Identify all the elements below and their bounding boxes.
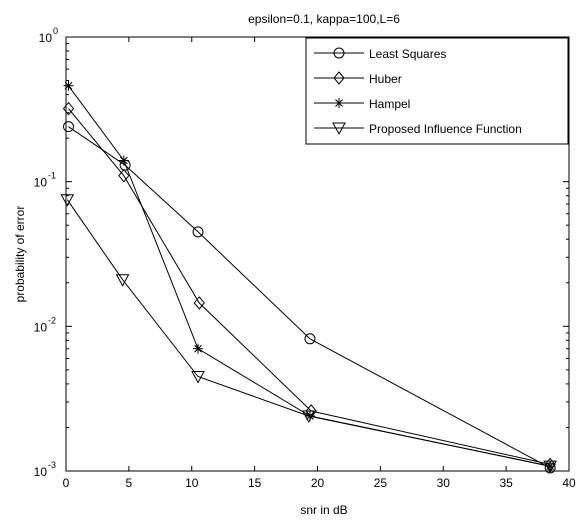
data-point-diamond [193, 296, 205, 310]
x-axis-label: snr in dB [300, 503, 347, 517]
y-tick-exponent: -3 [48, 460, 56, 470]
y-tick-exponent: 0 [53, 26, 58, 36]
series-line-circle [68, 126, 551, 469]
legend-item: Hampel [314, 97, 410, 111]
y-tick-label: 10 -2 [34, 315, 56, 334]
legend-label: Huber [369, 72, 402, 86]
data-point-triangle-down [60, 194, 75, 207]
x-tick-label: 10 [185, 476, 199, 490]
x-tick-label: 0 [63, 476, 70, 490]
legend-marker-triangle-down [332, 122, 346, 136]
y-tick-label: 10 0 [39, 26, 58, 45]
legend-label: Proposed Influence Function [369, 122, 522, 136]
data-point-triangle-down [115, 274, 130, 287]
legend: Least Squares Huber Hampel Proposed Influen… [305, 37, 569, 145]
y-tick-exponent: -1 [48, 171, 56, 181]
data-point-star [63, 80, 74, 91]
x-tick-label: 20 [311, 476, 325, 490]
y-axis-label: probability of error [13, 206, 27, 303]
legend-label: Least Squares [369, 47, 446, 61]
x-tick-label: 35 [499, 476, 513, 490]
x-tick-label: 25 [374, 476, 388, 490]
data-point-star [545, 461, 556, 472]
data-point-triangle-down [191, 371, 205, 384]
y-tick-base: 10 [34, 465, 48, 479]
data-point-diamond [62, 101, 75, 116]
legend-marker-diamond [333, 71, 345, 85]
data-point-star [304, 410, 315, 421]
legend-item: Huber [314, 71, 402, 86]
y-tick-base: 10 [34, 320, 48, 334]
legend-item: Least Squares [314, 47, 446, 61]
legend-label: Hampel [369, 97, 410, 111]
data-point-circle [304, 333, 316, 345]
chart-title: epsilon=0.1, kappa=100,L=6 [248, 12, 400, 26]
y-tick-label: 10 -1 [34, 171, 56, 190]
series-markers [60, 80, 557, 474]
x-tick-label: 30 [437, 476, 451, 490]
legend-marker-circle [333, 47, 345, 59]
series-line-diamond [68, 108, 551, 465]
data-point-circle [63, 121, 75, 133]
x-tick-label: 15 [248, 476, 262, 490]
y-tick-label: 10 -3 [34, 460, 56, 479]
y-tick-base: 10 [34, 176, 48, 190]
legend-box [305, 37, 569, 145]
data-point-diamond [118, 168, 130, 183]
legend-item: Proposed Influence Function [314, 122, 522, 136]
data-point-circle [192, 226, 204, 238]
y-tick-exponent: -2 [48, 315, 56, 325]
x-tick-label: 40 [562, 476, 576, 490]
data-point-star [193, 343, 204, 354]
legend-marker-star [334, 98, 344, 108]
x-tick-label: 5 [126, 476, 133, 490]
data-point-star [118, 155, 129, 166]
data-point-triangle-down [301, 410, 316, 424]
y-tick-base: 10 [39, 31, 53, 45]
data-point-triangle-down [543, 460, 557, 474]
series-line-triangle-down [66, 199, 551, 467]
